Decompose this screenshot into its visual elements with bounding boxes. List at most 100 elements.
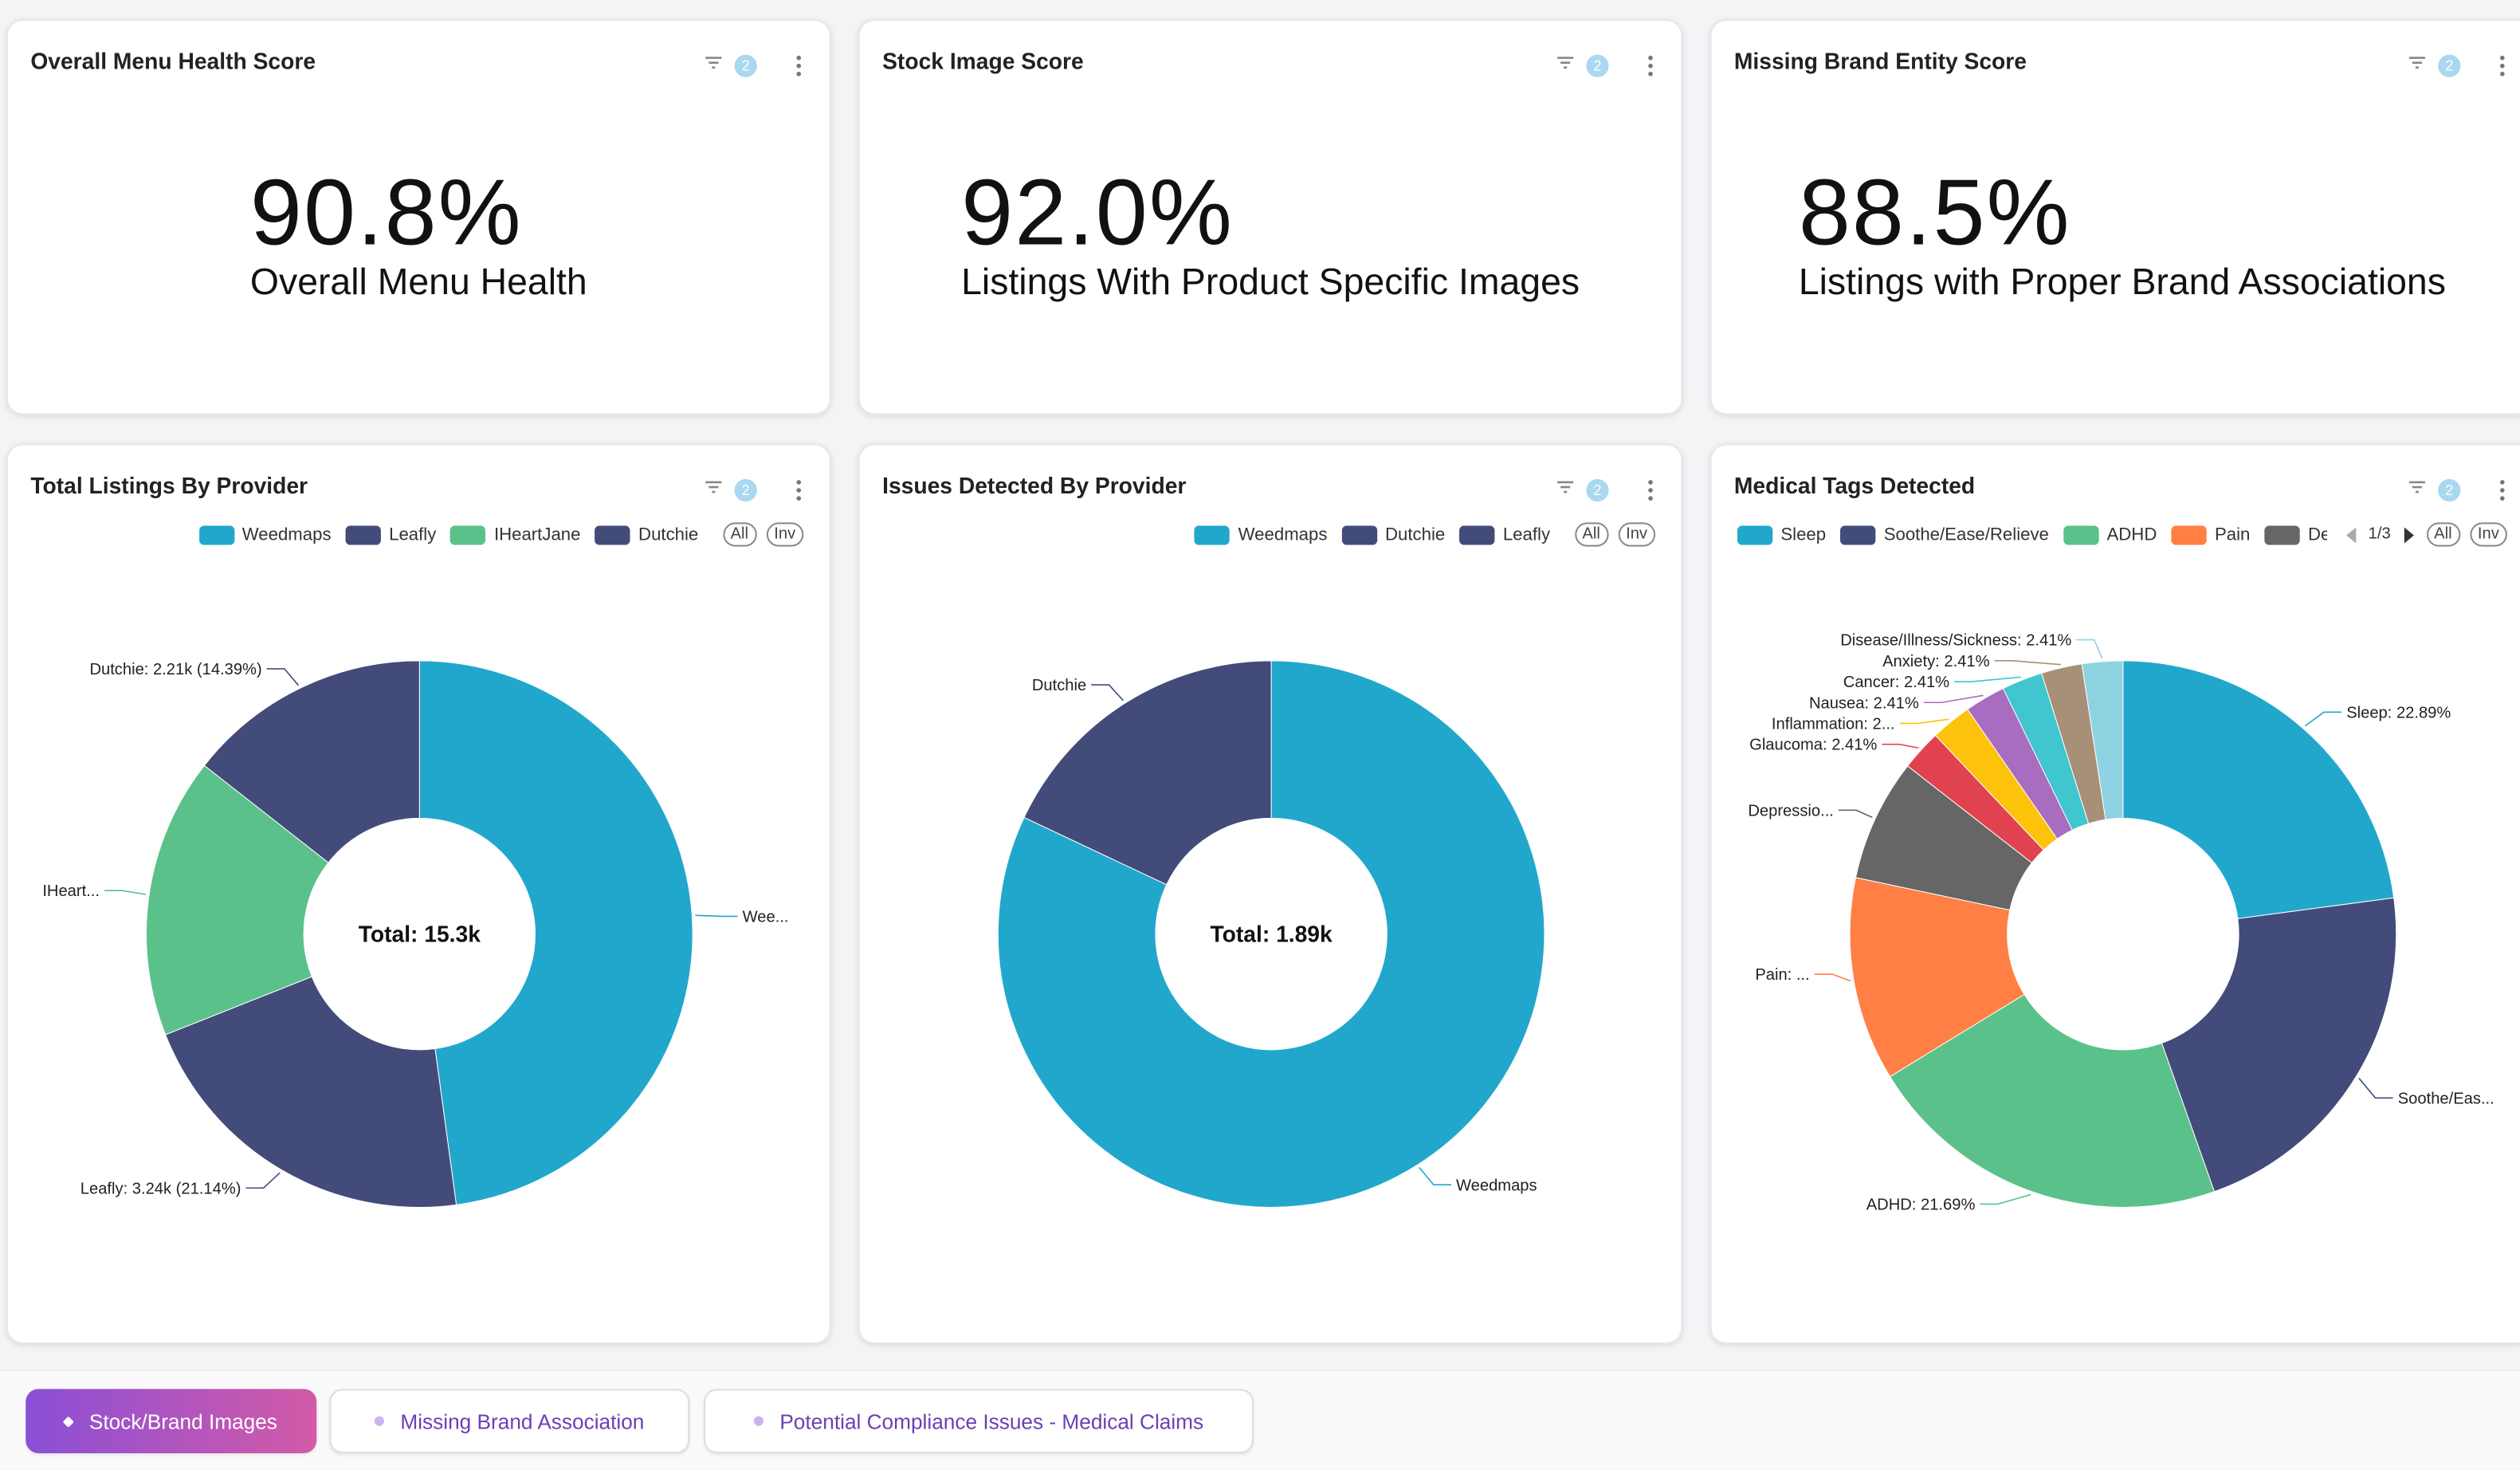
card-title: Issues Detected By Provider <box>882 472 1187 499</box>
label-leader <box>245 1172 281 1189</box>
filter-icon[interactable] <box>1556 53 1575 73</box>
legend-item[interactable]: Dutchie <box>1341 525 1446 544</box>
legend-label: Leafly <box>389 525 437 544</box>
donut-slice[interactable] <box>418 660 693 1205</box>
menu-icon[interactable] <box>2499 478 2506 503</box>
menu-icon[interactable] <box>1647 53 1654 79</box>
kpi-block: 90.8% Overall Menu Health <box>249 160 587 304</box>
filter-badge: 2 <box>734 478 757 502</box>
donut-slice[interactable] <box>997 660 1545 1208</box>
legend-item[interactable]: Weedmaps <box>1195 525 1327 544</box>
donut-slice[interactable] <box>203 660 420 863</box>
legend: Weedmaps Dutchie Leafly All Inv <box>885 522 1656 547</box>
kpi-block: 88.5% Listings with Proper Brand Associat… <box>1798 160 2446 304</box>
menu-icon[interactable] <box>795 478 802 503</box>
kpi-label: Listings With Product Specific Images <box>961 260 1580 303</box>
menu-icon[interactable] <box>795 53 802 79</box>
tab[interactable]: Stock/Brand Images <box>26 1389 317 1453</box>
slice-label: Soothe/Eas... <box>2398 1090 2494 1107</box>
legend-items: Weedmaps Leafly IHeartJane Dutchie <box>198 525 712 544</box>
pager-prev[interactable] <box>2342 525 2358 544</box>
kpi-value: 88.5% <box>1798 160 2071 265</box>
card-title: Missing Brand Entity Score <box>1733 48 2027 74</box>
filter-icon[interactable] <box>1556 478 1575 497</box>
legend-item[interactable]: Dutchie <box>595 525 699 544</box>
legend-pager: 1/3 <box>2342 525 2416 544</box>
slice-label: Dutchie <box>1032 677 1086 694</box>
legend-label: Pain <box>2214 525 2251 544</box>
donut-slice[interactable] <box>2122 660 2395 919</box>
legend-item[interactable]: Leafly <box>345 525 437 544</box>
legend-label: Weedmaps <box>1238 525 1328 544</box>
slice-label: Anxiety: 2.41% <box>1882 653 1990 670</box>
slice-label: Cancer: 2.41% <box>1843 674 1949 691</box>
donut-slice[interactable] <box>1889 993 2216 1208</box>
legend-label: Dutchie <box>638 525 699 544</box>
donut-slice[interactable] <box>164 976 457 1208</box>
legend-control[interactable]: All <box>722 522 757 547</box>
tab[interactable]: Potential Compliance Issues - Medical Cl… <box>704 1389 1254 1453</box>
legend-control[interactable]: Inv <box>2469 522 2507 547</box>
legend-item[interactable]: Sleep <box>1737 525 1826 544</box>
legend-item[interactable]: Depression <box>2264 525 2326 544</box>
filter-icon[interactable] <box>704 478 723 497</box>
filter-icon[interactable] <box>704 53 723 73</box>
card-title: Stock Image Score <box>882 48 1084 74</box>
legend-label: Dutchie <box>1385 525 1446 544</box>
legend: Weedmaps Leafly IHeartJane Dutchie All Inv <box>33 522 804 547</box>
legend-item[interactable]: Leafly <box>1459 525 1550 544</box>
legend-item[interactable]: Pain <box>2171 525 2250 544</box>
tab-icon <box>63 1415 75 1427</box>
menu-dot <box>1648 480 1653 485</box>
legend-control[interactable]: Inv <box>766 522 804 547</box>
menu-dot <box>1648 496 1653 501</box>
donut-slice[interactable] <box>2081 660 2124 820</box>
pager-next[interactable] <box>2400 525 2416 544</box>
legend-control[interactable]: All <box>2426 522 2460 547</box>
legend-item[interactable]: Soothe/Ease/Relieve <box>1840 525 2049 544</box>
menu-dot <box>2499 480 2505 485</box>
legend-item[interactable]: ADHD <box>2063 525 2157 544</box>
legend-swatch <box>1195 525 1231 544</box>
legend-label: Leafly <box>1502 525 1551 544</box>
card-title: Overall Menu Health Score <box>30 48 316 74</box>
kpi-card: Stock Image Score 2 92.0% Listings With Pro… <box>858 19 1683 415</box>
legend-label: IHeartJane <box>493 525 581 544</box>
label-leader <box>1954 676 2021 682</box>
legend-item[interactable]: Weedmaps <box>198 525 332 544</box>
chart-card: Wee... Leafly: 3.24k (21.14%) IHeart... Dut… <box>6 443 831 1344</box>
menu-dot <box>2499 63 2505 69</box>
kpi-wrap: 92.0% Listings With Product Specific Imag… <box>860 162 1681 304</box>
label-leader <box>1923 694 1984 704</box>
menu-dot <box>1648 63 1653 69</box>
legend-item[interactable]: IHeartJane <box>450 525 580 544</box>
donut-slice[interactable] <box>1849 877 2025 1078</box>
donut-slice[interactable] <box>1023 660 1272 886</box>
arrow <box>2345 526 2356 543</box>
filter-badge: 2 <box>1586 478 1609 502</box>
card-title: Medical Tags Detected <box>1733 472 1976 499</box>
legend-control[interactable]: All <box>1574 522 1608 547</box>
kpi-label: Listings with Proper Brand Associations <box>1798 260 2446 303</box>
menu-dot <box>2499 55 2505 61</box>
kpi-value: 90.8% <box>249 160 523 265</box>
kpi-wrap: 90.8% Overall Menu Health <box>8 160 829 304</box>
legend-swatch <box>2171 525 2207 544</box>
menu-dot <box>1648 71 1653 77</box>
tab-icon <box>375 1416 385 1426</box>
tab-bar: Stock/Brand Images Missing Brand Associat… <box>0 1370 2520 1470</box>
tab[interactable]: Missing Brand Association <box>329 1389 690 1453</box>
menu-icon[interactable] <box>2499 53 2506 79</box>
donut-slice[interactable] <box>146 764 329 1036</box>
donut-slice[interactable] <box>2161 897 2397 1193</box>
label-leader <box>2304 711 2342 727</box>
tab-label: Missing Brand Association <box>400 1409 645 1433</box>
filter-icon[interactable] <box>2408 478 2427 497</box>
label-leader <box>1994 660 2061 666</box>
filter-icon[interactable] <box>2408 53 2427 73</box>
filter-badge: 2 <box>2438 54 2461 77</box>
slice-label: Glaucoma: 2.41% <box>1749 737 1877 754</box>
menu-icon[interactable] <box>1647 478 1654 503</box>
legend-control[interactable]: Inv <box>1618 522 1656 547</box>
